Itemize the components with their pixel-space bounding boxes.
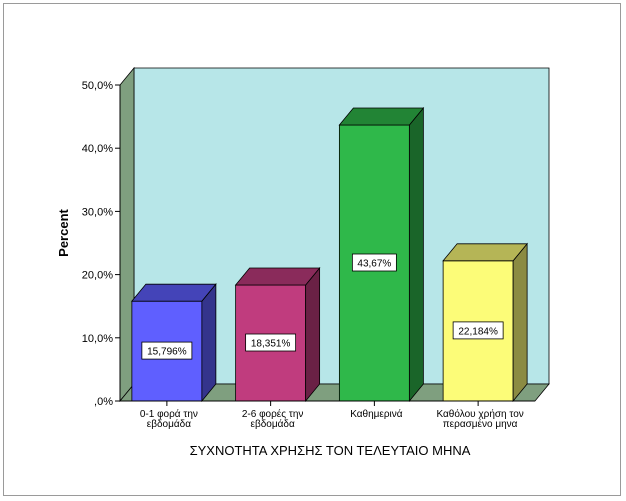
x-tick-label: 2-6 φορές την [242, 408, 304, 420]
bar-side [408, 106, 424, 403]
bar: 43,67% [338, 106, 425, 403]
data-label: 15,796% [147, 347, 187, 358]
data-label: 18,351% [251, 339, 291, 350]
x-tick-label: 0-1 φορά την [140, 408, 198, 420]
data-label-box [452, 321, 504, 340]
bar-side [305, 266, 321, 403]
x-tick-label: Καθημερινά [350, 408, 403, 420]
bar-top [338, 107, 425, 126]
y-axis-title: Percent [56, 208, 71, 256]
bar-side [512, 242, 528, 403]
y-axis: ,0% 10,0% 20,0% 30,0% 40,0% 50,0% [82, 80, 121, 408]
bar-top [131, 283, 217, 302]
data-label: 43,67% [357, 259, 391, 270]
y-tick-label: 10,0% [82, 333, 113, 345]
y-tick-label: 50,0% [82, 80, 113, 92]
bar-top [234, 267, 321, 286]
x-axis-title: ΣΥΧΝΟΤΗΤΑ ΧΡΗΣΗΣ ΤΟΝ ΤΕΛΕΥΤΑΙΟ ΜΗΝΑ [190, 443, 471, 458]
y-tick-label: 20,0% [82, 270, 113, 282]
data-label-box [351, 253, 397, 272]
bar-top [442, 243, 528, 262]
data-label-box [245, 333, 297, 352]
x-tick-label: περασμένο μηνα [443, 418, 518, 430]
bar: 18,351% [234, 266, 321, 403]
chart-bars: 15,796% 18,351% 43,67% 22,184% [131, 106, 528, 403]
x-tick-label: Καθόλου χρήση τον [436, 408, 523, 420]
y-tick-label: 30,0% [82, 206, 113, 218]
bar: 22,184% [442, 242, 528, 403]
x-tick-label: εβδομάδα [147, 418, 191, 430]
x-tick-label: εβδομάδα [251, 418, 295, 430]
bar: 15,796% [131, 283, 217, 403]
y-tick-label: ,0% [94, 396, 113, 408]
data-label-box [141, 341, 193, 360]
bar-side [201, 283, 217, 403]
y-tick-label: 40,0% [82, 143, 113, 155]
data-label: 22,184% [458, 326, 498, 337]
